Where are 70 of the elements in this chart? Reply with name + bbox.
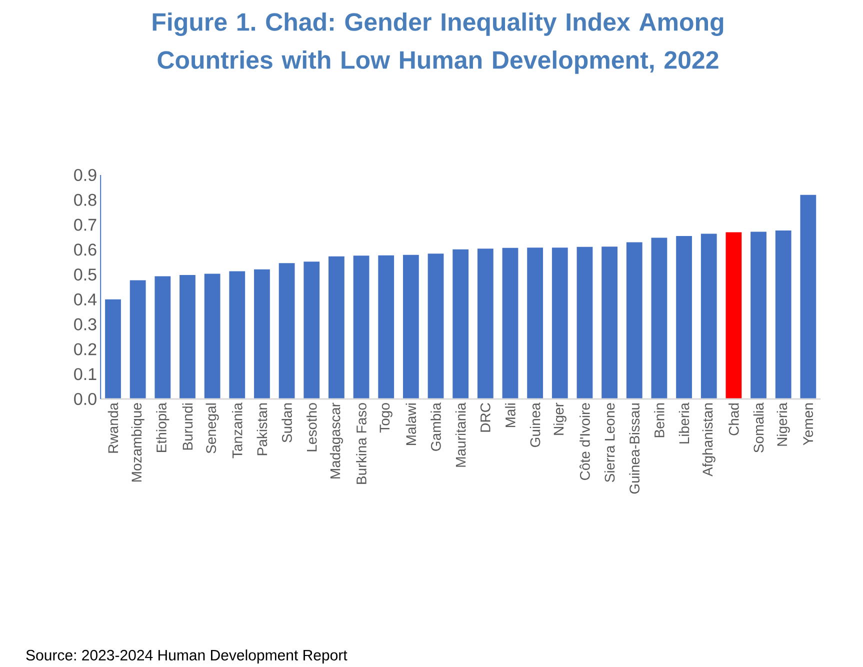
y-tick-label: 0.2 xyxy=(74,343,96,356)
x-tick-label: Gambia xyxy=(430,402,441,451)
x-tick-label: Rwanda xyxy=(108,402,118,453)
bar xyxy=(726,232,742,399)
bar xyxy=(328,256,344,399)
bar xyxy=(502,248,518,399)
bar xyxy=(204,274,220,399)
x-tick-label: Senegal xyxy=(206,403,219,454)
x-tick-label: Sierra Leone xyxy=(604,403,615,482)
x-tick-label: Pakistan xyxy=(256,403,268,456)
y-tick-label: 0.4 xyxy=(74,293,97,306)
bar xyxy=(626,242,642,399)
x-tick-label: Nigeria xyxy=(776,402,790,446)
x-tick-label: Liberia xyxy=(678,402,690,444)
x-tick-label: Guinea-Bissau xyxy=(629,403,640,494)
x-tick-label: Guinea xyxy=(530,402,540,447)
bar xyxy=(700,234,717,399)
x-tick-label: Madagascar xyxy=(330,402,343,478)
bar xyxy=(304,262,320,399)
bar xyxy=(651,238,668,399)
chart-title: Figure 1. Chad: Gender Inequality Index Among Countries with Low Human Development, 2022 xyxy=(152,12,724,74)
x-tick-label: Mauritania xyxy=(455,402,466,467)
x-tick-label: Tanzania xyxy=(232,402,242,458)
x-tick-label: Chad xyxy=(728,403,739,436)
y-tick-label: 0.7 xyxy=(74,218,96,231)
x-tick-label: Niger xyxy=(553,402,566,435)
x-tick-label: Malawi xyxy=(406,403,416,445)
bar xyxy=(105,299,121,399)
bar xyxy=(229,271,246,399)
bar xyxy=(402,254,419,399)
x-tick-label: Afghanistan xyxy=(702,403,716,476)
x-tick-label: Sudan xyxy=(282,403,292,442)
bar xyxy=(428,254,444,399)
y-tick-label: 0.1 xyxy=(74,368,96,380)
bar xyxy=(378,255,394,399)
bar xyxy=(800,194,816,399)
x-tick-label: Ethiopia xyxy=(156,402,170,452)
bar xyxy=(254,269,270,399)
x-tick-label: Mozambique xyxy=(131,403,144,482)
x-tick-label: Burkina Faso xyxy=(356,403,366,484)
x-tick-label: Benin xyxy=(654,403,664,438)
source-note: Source: 2023-2024 Human Development Report xyxy=(26,649,348,664)
y-tick-label: 0.9 xyxy=(74,168,96,182)
y-tick-label: 0.3 xyxy=(74,318,96,330)
bar xyxy=(180,275,196,399)
y-tick-label: 0.8 xyxy=(74,194,96,206)
x-tick-label: Burundi xyxy=(182,403,193,450)
bar xyxy=(602,246,618,399)
bar xyxy=(527,248,544,399)
bar xyxy=(130,280,146,399)
bar xyxy=(552,248,568,399)
bar xyxy=(278,263,295,399)
bar xyxy=(775,230,792,399)
bar xyxy=(576,246,593,399)
bar xyxy=(353,256,370,399)
x-tick-label: Côte d'Ivoire xyxy=(580,403,590,480)
x-tick-label: Togo xyxy=(380,403,392,433)
y-tick-label: 0.5 xyxy=(74,268,96,281)
bar xyxy=(676,236,692,399)
bar xyxy=(452,249,469,399)
x-tick-label: Lesotho xyxy=(306,403,317,452)
x-tick-label: Somalia xyxy=(753,402,764,452)
x-tick-label: Yemen xyxy=(803,403,814,446)
y-tick-label: 0.0 xyxy=(74,392,96,406)
x-tick-label: Mali xyxy=(505,403,516,428)
bar xyxy=(154,276,171,399)
bar xyxy=(750,232,766,399)
y-tick-label: 0.6 xyxy=(74,244,96,256)
bar xyxy=(477,248,494,399)
x-tick-label: DRC xyxy=(480,403,490,432)
